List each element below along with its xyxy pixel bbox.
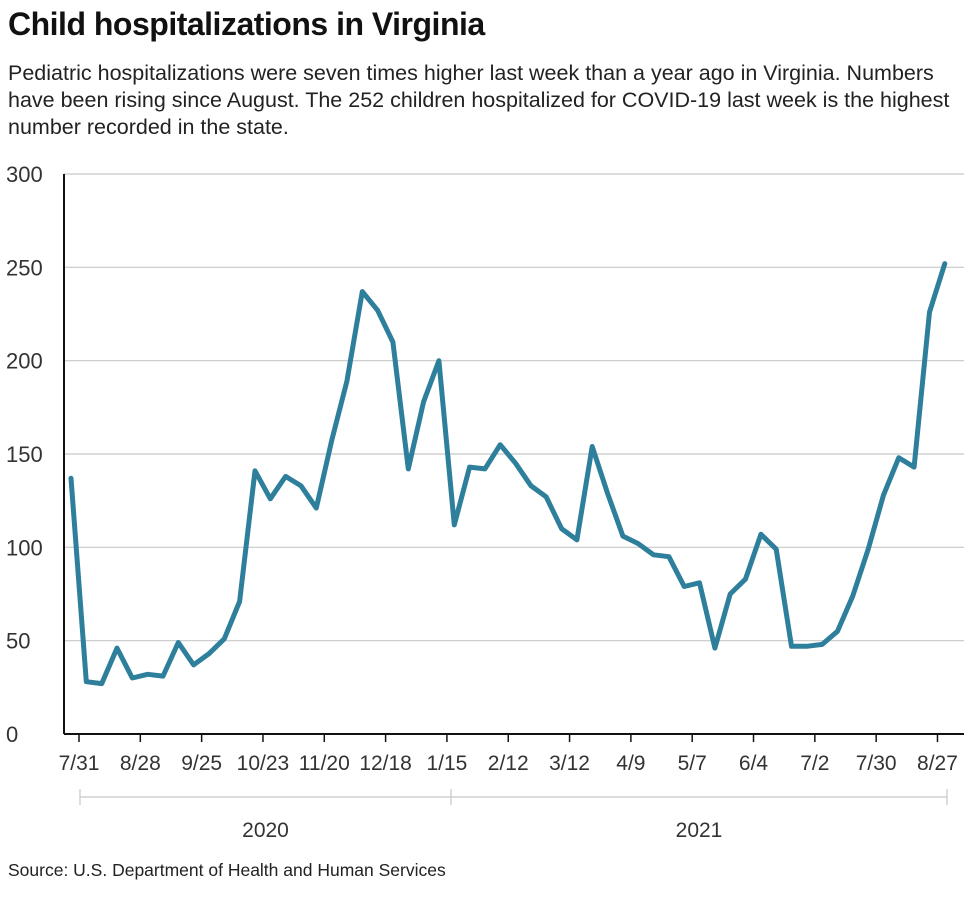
y-tick-label: 150 xyxy=(6,442,43,467)
x-tick-label: 1/15 xyxy=(426,752,467,775)
x-tick-label: 8/28 xyxy=(120,752,161,775)
x-tick-label: 7/31 xyxy=(59,752,100,775)
series-line xyxy=(68,261,948,687)
y-tick-label: 50 xyxy=(6,629,30,654)
y-tick-label: 300 xyxy=(6,162,43,187)
source-note: Source: U.S. Department of Health and Hu… xyxy=(8,860,446,880)
x-tick-label: 9/25 xyxy=(181,752,222,775)
y-tick-label: 250 xyxy=(6,255,43,280)
x-tick-label: 8/27 xyxy=(917,752,958,775)
x-tick-label: 7/2 xyxy=(800,752,829,775)
x-tick-label: 12/18 xyxy=(359,752,412,775)
x-tick-label: 10/23 xyxy=(237,752,290,775)
year-label-2021: 2021 xyxy=(676,819,723,842)
x-tick-label: 6/4 xyxy=(739,752,769,775)
chart-subtitle: Pediatric hospitalizations were seven ti… xyxy=(8,61,950,139)
chart-title: Child hospitalizations in Virginia xyxy=(8,6,485,42)
x-tick-label: 7/30 xyxy=(856,752,897,775)
x-tick-label: 3/12 xyxy=(549,752,590,775)
year-label-2020: 2020 xyxy=(242,819,289,842)
x-tick-label: 4/9 xyxy=(616,752,645,775)
x-tick-label: 5/7 xyxy=(678,752,707,775)
y-tick-label: 100 xyxy=(6,535,43,560)
x-tick-label: 2/12 xyxy=(488,752,529,775)
y-tick-label: 0 xyxy=(6,722,18,747)
x-tick-label: 11/20 xyxy=(299,752,350,775)
y-tick-label: 200 xyxy=(6,349,43,374)
